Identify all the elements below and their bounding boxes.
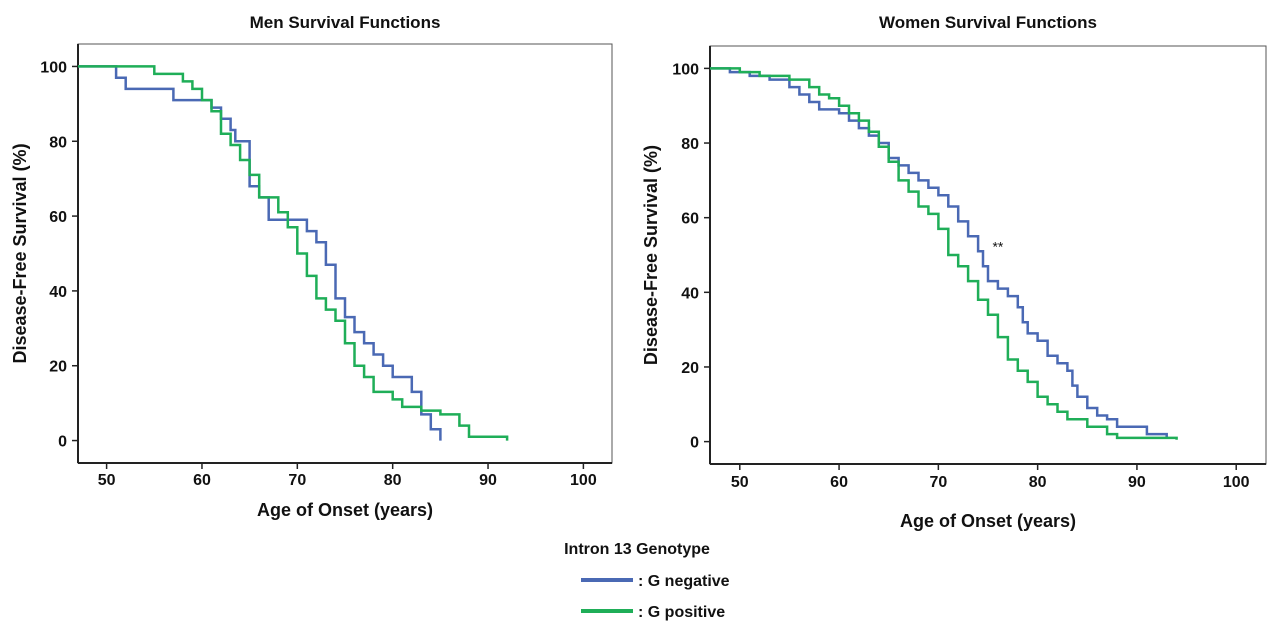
- x-tick-label: 100: [570, 472, 597, 489]
- x-tick-label: 50: [731, 474, 749, 491]
- y-tick-label: 100: [672, 61, 699, 78]
- x-tick-label: 60: [830, 474, 848, 491]
- x-tick-label: 70: [929, 474, 947, 491]
- legend-title: Intron 13 Genotype: [564, 541, 710, 558]
- plot-frame: [77, 43, 613, 464]
- legend-label-g-positive: : G positive: [638, 604, 725, 621]
- legend-item-g-negative: : G negative: [581, 573, 730, 590]
- y-tick-label: 20: [681, 360, 699, 377]
- y-tick-label: 80: [681, 136, 699, 153]
- y-tick-label: 40: [681, 285, 699, 302]
- series-line-g-negative-women: [710, 67, 1168, 438]
- x-axis-label: Age of Onset (years): [257, 500, 433, 520]
- chart-men: Men Survival Functions 50 60 70 80 90 100 0 20 40…: [10, 13, 613, 520]
- y-tick-label: 40: [49, 284, 67, 301]
- legend: Intron 13 Genotype : G negative : G posi…: [564, 541, 730, 621]
- y-tick-label: 60: [681, 211, 699, 228]
- x-tick-label: 60: [193, 472, 211, 489]
- legend-label-g-negative: : G negative: [638, 573, 730, 590]
- significance-annotation: **: [992, 238, 1003, 254]
- x-tick-label: 50: [98, 472, 116, 489]
- chart-title: Women Survival Functions: [879, 13, 1097, 32]
- x-tick-label: 80: [384, 472, 402, 489]
- y-axis-label: Disease-Free Survival (%): [10, 143, 30, 363]
- x-tick-label: 100: [1223, 474, 1250, 491]
- plot-frame: [709, 45, 1267, 465]
- series-line-g-negative-men: [78, 65, 442, 441]
- x-tick-label: 90: [1128, 474, 1146, 491]
- y-tick-label: 100: [40, 59, 67, 76]
- y-tick-label: 80: [49, 134, 67, 151]
- x-tick-label: 90: [479, 472, 497, 489]
- chart-title: Men Survival Functions: [250, 13, 441, 32]
- series-line-g-positive-men: [78, 65, 509, 441]
- x-tick-label: 80: [1029, 474, 1047, 491]
- y-tick-label: 0: [58, 434, 67, 451]
- series-line-g-positive-women: [710, 67, 1178, 440]
- y-tick-label: 20: [49, 359, 67, 376]
- x-axis-label: Age of Onset (years): [900, 511, 1076, 531]
- x-tick-label: 70: [288, 472, 306, 489]
- y-tick-label: 60: [49, 209, 67, 226]
- y-tick-label: 0: [690, 435, 699, 452]
- legend-item-g-positive: : G positive: [581, 604, 725, 621]
- chart-women: Women Survival Functions 50 60 70 80 90 100 0 20…: [641, 13, 1267, 531]
- y-axis-label: Disease-Free Survival (%): [641, 145, 661, 365]
